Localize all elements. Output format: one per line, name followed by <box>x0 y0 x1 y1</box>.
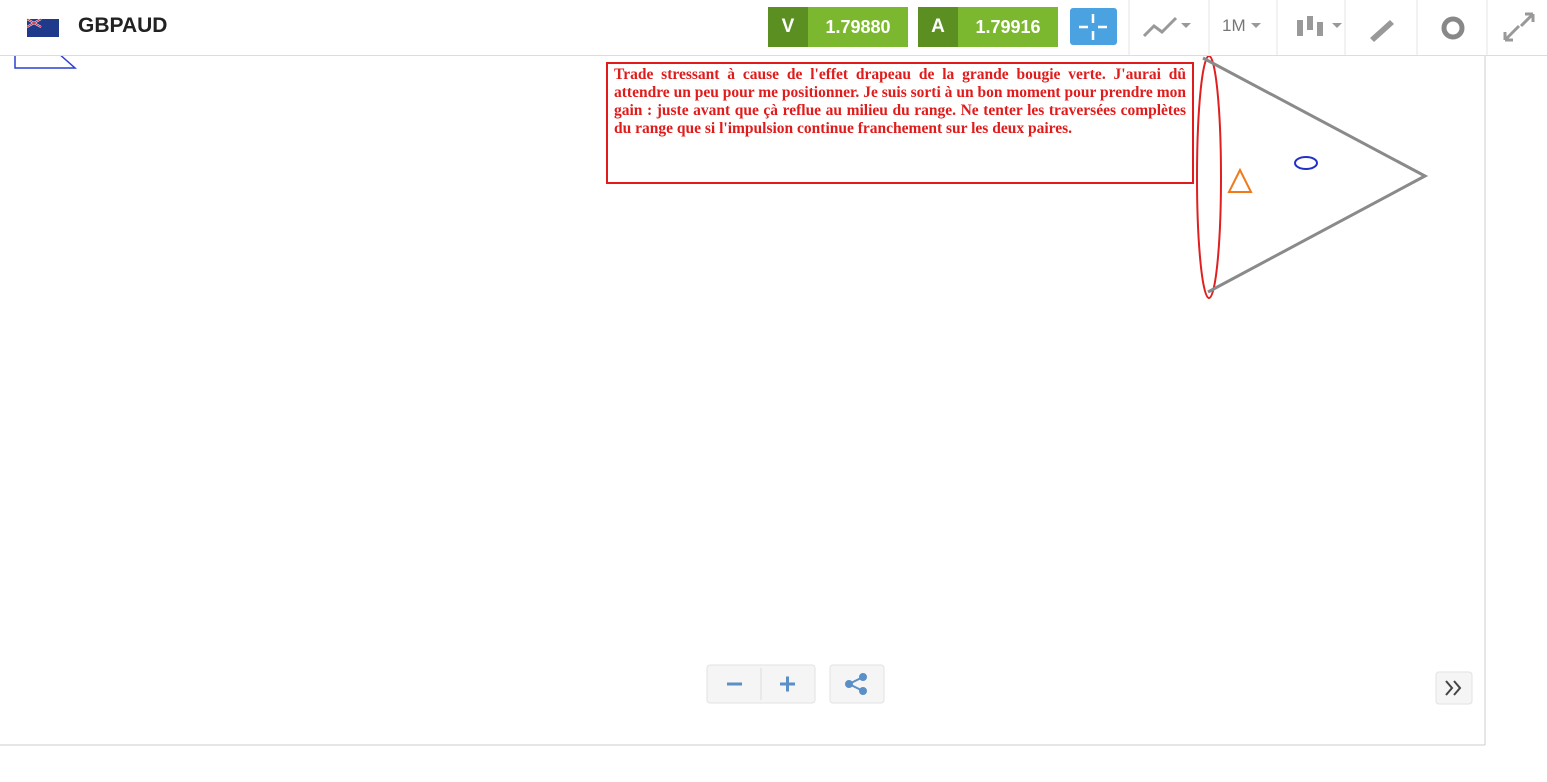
zoom-in[interactable] <box>780 676 795 692</box>
fullscreen[interactable] <box>1503 12 1535 42</box>
symbol: GBPAUD <box>78 14 168 37</box>
toolbar: GBPAUD V 1.79880 A 1.79916 1M <box>0 0 1547 56</box>
draw-tool[interactable] <box>1370 20 1394 42</box>
drawn-marker <box>1227 167 1253 193</box>
sell-price: 1.79880 <box>808 7 908 47</box>
buy-label: A <box>918 7 958 47</box>
annotation: Trade stressant à cause de l'effet drape… <box>606 62 1194 184</box>
timeframe[interactable]: 1M <box>1222 16 1246 35</box>
sell-button[interactable]: V 1.79880 <box>768 7 908 47</box>
scroll-end-button[interactable] <box>1435 671 1473 705</box>
buy-button[interactable]: A 1.79916 <box>918 7 1058 47</box>
chart-type[interactable] <box>1142 16 1178 38</box>
drawn-triangle <box>1202 56 1429 294</box>
share-button[interactable] <box>829 664 885 704</box>
drawn-ellipse <box>1196 55 1222 299</box>
share-icon <box>845 673 867 695</box>
sell-label: V <box>768 7 808 47</box>
tool-icons <box>1070 0 1535 55</box>
crosshair-button[interactable] <box>1070 8 1117 45</box>
drawn-circle <box>1294 156 1318 170</box>
scroll-icon <box>1445 680 1462 696</box>
settings[interactable] <box>1441 16 1465 40</box>
candle-type[interactable] <box>1297 16 1342 36</box>
flag <box>26 18 59 37</box>
buy-price: 1.79916 <box>958 7 1058 47</box>
